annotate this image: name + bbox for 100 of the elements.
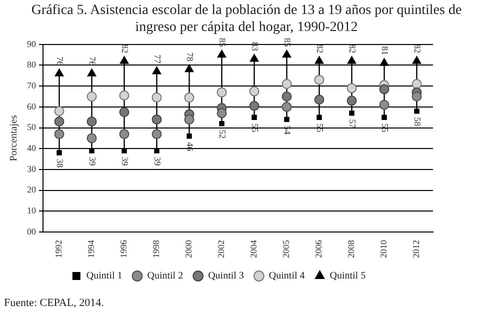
y-tick-label: 70 xyxy=(27,80,36,90)
x-tick-label: 1994 xyxy=(86,240,96,258)
x-tick-label: 1996 xyxy=(118,240,129,258)
data-label: 85 xyxy=(282,38,292,48)
y-tick-label: 00 xyxy=(27,226,36,236)
point xyxy=(249,100,260,111)
data-label: 38 xyxy=(54,158,65,168)
point xyxy=(314,94,324,105)
data-label: 39 xyxy=(120,156,130,166)
point xyxy=(382,114,387,120)
point xyxy=(119,90,130,100)
point xyxy=(346,83,357,94)
y-tick-label: 90 xyxy=(27,38,36,49)
y-tick-label: 10 xyxy=(27,206,36,216)
data-label: 57 xyxy=(347,119,358,129)
point xyxy=(347,56,356,64)
point xyxy=(314,74,324,85)
point xyxy=(184,64,194,72)
point xyxy=(86,133,97,144)
legend-label: Quintil 1 xyxy=(86,270,122,282)
point xyxy=(184,114,194,124)
x-tick-label: 1998 xyxy=(151,240,162,258)
point xyxy=(349,110,354,116)
point xyxy=(380,58,389,66)
data-label: 76 xyxy=(54,56,65,66)
point xyxy=(152,66,162,74)
legend-label: Quintil 4 xyxy=(268,270,305,282)
x-tick-label: 2002 xyxy=(216,240,226,258)
point xyxy=(216,87,227,98)
point xyxy=(216,108,227,118)
data-label: 77 xyxy=(152,54,162,64)
y-tick-label: 40 xyxy=(27,142,36,153)
legend-label: Quintil 5 xyxy=(330,270,366,282)
data-label: 55 xyxy=(380,123,390,133)
legend-label: Quintil 3 xyxy=(208,270,244,282)
point xyxy=(217,50,226,58)
point xyxy=(379,84,390,94)
point xyxy=(119,129,130,140)
point xyxy=(119,107,130,118)
y-tick-label: 60 xyxy=(27,101,36,112)
point xyxy=(56,150,62,156)
data-label: 76 xyxy=(87,56,98,66)
data-label: 85 xyxy=(217,38,228,48)
point xyxy=(152,114,162,124)
x-tick-label: 1992 xyxy=(54,240,64,258)
data-label: 55 xyxy=(314,123,325,133)
x-tick-label: 2004 xyxy=(248,240,259,258)
point xyxy=(412,92,422,102)
x-tick-label: 2012 xyxy=(411,240,422,258)
point xyxy=(282,102,292,112)
data-label: 82 xyxy=(314,44,325,54)
data-label: 82 xyxy=(347,44,358,54)
data-label: 81 xyxy=(380,46,390,56)
x-tick-label: 2000 xyxy=(184,240,194,258)
data-label: 54 xyxy=(282,125,292,135)
y-tick-label: 80 xyxy=(27,60,36,70)
data-label: 39 xyxy=(87,156,98,166)
point xyxy=(414,108,420,114)
point xyxy=(346,96,357,106)
x-tick-label: 2006 xyxy=(314,240,324,258)
point xyxy=(152,129,162,140)
chart-title: Gráfica 5. Asistencia escolar de la población de 13 a 19 años por quintiles de ingreso per cápita del hogar, 1990-2012 xyxy=(30,2,463,36)
data-label: 78 xyxy=(184,52,195,62)
point xyxy=(86,92,97,102)
data-label: 39 xyxy=(152,156,162,166)
point xyxy=(282,92,292,102)
point xyxy=(54,129,64,140)
point xyxy=(412,79,422,90)
source-note: Fuente: CEPAL, 2014. xyxy=(4,297,105,309)
point xyxy=(412,56,422,64)
x-tick-label: 2008 xyxy=(346,240,356,258)
point xyxy=(316,114,322,120)
y-tick-label: 20 xyxy=(27,184,36,195)
point xyxy=(252,114,257,120)
point xyxy=(282,79,292,90)
data-label: 58 xyxy=(412,117,422,127)
data-label: 55 xyxy=(250,123,260,133)
point xyxy=(87,68,96,76)
point xyxy=(86,116,97,127)
data-label: 83 xyxy=(250,42,260,52)
point xyxy=(54,68,64,76)
y-tick-label: 30 xyxy=(27,164,36,174)
point xyxy=(54,116,64,127)
data-label: 52 xyxy=(217,130,228,139)
point xyxy=(284,116,290,122)
point xyxy=(250,54,259,62)
point xyxy=(184,92,194,103)
y-tick-label: 50 xyxy=(27,122,36,132)
data-label: 82 xyxy=(412,44,422,54)
point xyxy=(249,86,260,96)
data-label: 46 xyxy=(184,142,195,152)
point xyxy=(120,56,129,64)
x-tick-label: 2010 xyxy=(378,240,389,258)
y-axis-title: Porcentajes xyxy=(8,115,20,162)
point xyxy=(152,92,162,103)
point xyxy=(282,50,292,58)
data-label: 82 xyxy=(120,44,130,54)
point xyxy=(186,133,192,139)
x-tick-label: 2005 xyxy=(281,240,292,258)
point xyxy=(54,106,64,116)
